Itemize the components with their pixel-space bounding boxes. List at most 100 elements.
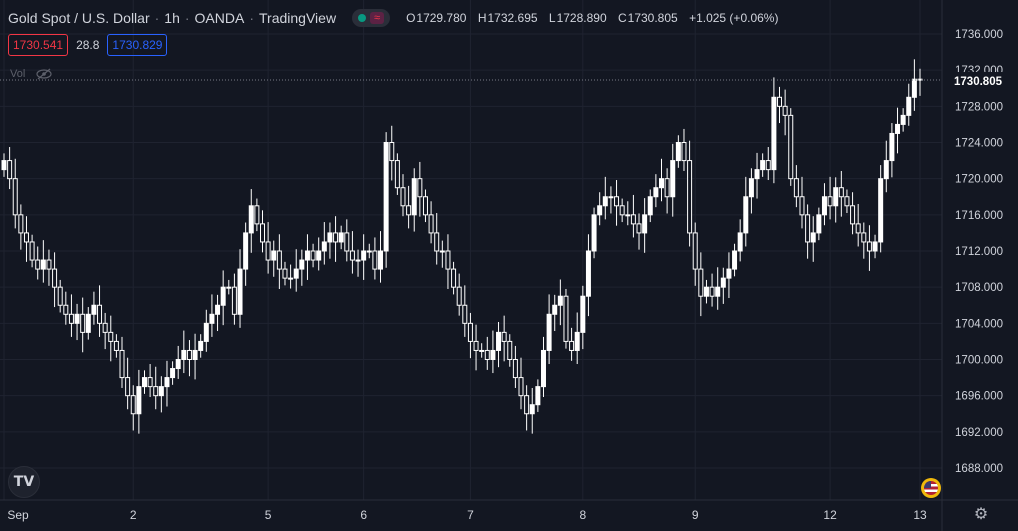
candle-body[interactable] — [198, 340, 204, 351]
candle-body[interactable] — [327, 232, 333, 243]
candle-body[interactable] — [85, 313, 91, 333]
candle-body[interactable] — [777, 96, 783, 107]
candle-body[interactable] — [737, 232, 743, 252]
candle-body[interactable] — [451, 268, 457, 288]
candle-body[interactable] — [411, 178, 417, 216]
candle-body[interactable] — [130, 395, 136, 415]
candle-body[interactable] — [406, 205, 412, 216]
candle-body[interactable] — [355, 259, 361, 262]
candle-body[interactable] — [74, 313, 80, 324]
candle-body[interactable] — [338, 232, 344, 243]
candle-body[interactable] — [147, 377, 153, 388]
candle-body[interactable] — [771, 96, 777, 171]
candle-body[interactable] — [344, 232, 350, 252]
candle-body[interactable] — [681, 142, 687, 162]
candle-body[interactable] — [349, 250, 355, 261]
candle-body[interactable] — [125, 377, 131, 397]
candle-body[interactable] — [97, 304, 103, 324]
candle-body[interactable] — [614, 196, 620, 207]
candle-body[interactable] — [793, 178, 799, 198]
candle-body[interactable] — [12, 178, 18, 216]
candle-body[interactable] — [591, 214, 597, 252]
candle-body[interactable] — [400, 187, 406, 207]
candle-body[interactable] — [170, 368, 176, 379]
candle-body[interactable] — [102, 322, 108, 333]
candle-body[interactable] — [136, 386, 142, 415]
candle-body[interactable] — [282, 268, 288, 279]
candle-body[interactable] — [226, 286, 232, 289]
candle-body[interactable] — [906, 96, 912, 116]
candle-body[interactable] — [119, 349, 125, 379]
candle-body[interactable] — [23, 232, 29, 243]
candle-body[interactable] — [462, 304, 468, 324]
candle-body[interactable] — [304, 250, 310, 261]
candle-body[interactable] — [52, 268, 58, 288]
candle-body[interactable] — [299, 259, 305, 270]
candle-body[interactable] — [271, 250, 277, 261]
buy-button[interactable]: 1730.829 — [107, 34, 168, 56]
candle-body[interactable] — [715, 286, 721, 297]
candle-body[interactable] — [46, 259, 52, 270]
candle-body[interactable] — [484, 349, 490, 361]
candle-body[interactable] — [63, 304, 69, 315]
candle-body[interactable] — [29, 241, 35, 261]
candle-body[interactable] — [417, 178, 423, 198]
candle-body[interactable] — [658, 178, 664, 189]
candle-body[interactable] — [861, 232, 867, 243]
candle-body[interactable] — [569, 340, 575, 351]
market-status-toggle[interactable]: ≈ — [352, 9, 391, 27]
candle-body[interactable] — [18, 214, 24, 234]
candle-body[interactable] — [378, 250, 384, 270]
candle-body[interactable] — [164, 377, 170, 388]
candle-body[interactable] — [911, 78, 917, 98]
candle-body[interactable] — [726, 268, 732, 279]
candle-body[interactable] — [372, 250, 378, 270]
candle-body[interactable] — [293, 268, 299, 279]
candle-body[interactable] — [743, 196, 749, 234]
candle-body[interactable] — [428, 214, 434, 234]
candle-body[interactable] — [580, 295, 586, 333]
candlestick-series[interactable] — [1, 59, 923, 434]
candle-body[interactable] — [7, 160, 13, 180]
candle-body[interactable] — [563, 295, 569, 342]
candle-body[interactable] — [782, 105, 788, 116]
candle-body[interactable] — [490, 349, 496, 361]
candle-body[interactable] — [434, 232, 440, 252]
candle-body[interactable] — [838, 187, 844, 198]
candle-body[interactable] — [288, 277, 294, 280]
time-axis[interactable]: Sep 2 5 6 7 8 9 12 13 — [7, 508, 927, 522]
candle-body[interactable] — [310, 250, 316, 261]
settings-gear-icon[interactable]: ⚙ — [973, 506, 989, 523]
candle-body[interactable] — [698, 268, 704, 297]
candle-body[interactable] — [866, 241, 872, 252]
candle-body[interactable] — [361, 250, 367, 261]
candle-body[interactable] — [248, 205, 254, 234]
candle-body[interactable] — [439, 250, 445, 253]
candle-body[interactable] — [900, 114, 906, 125]
candle-body[interactable] — [844, 196, 850, 207]
candle-body[interactable] — [557, 295, 563, 306]
candle-body[interactable] — [872, 241, 878, 252]
candle-body[interactable] — [585, 250, 591, 297]
candle-body[interactable] — [732, 250, 738, 270]
candle-body[interactable] — [220, 286, 226, 306]
candle-body[interactable] — [445, 250, 451, 270]
candle-body[interactable] — [827, 196, 833, 207]
eye-hidden-icon[interactable] — [35, 68, 53, 80]
candle-body[interactable] — [788, 114, 794, 180]
candle-body[interactable] — [316, 250, 322, 261]
candle-body[interactable] — [850, 205, 856, 225]
candle-body[interactable] — [40, 259, 46, 270]
candle-body[interactable] — [389, 142, 395, 162]
candle-body[interactable] — [540, 349, 546, 388]
candle-body[interactable] — [878, 178, 884, 243]
candle-body[interactable] — [675, 142, 681, 162]
candle-body[interactable] — [518, 377, 524, 397]
candle-body[interactable] — [512, 359, 518, 379]
candle-body[interactable] — [276, 250, 282, 270]
candle-body[interactable] — [181, 349, 187, 361]
candle-body[interactable] — [333, 232, 339, 243]
candle-body[interactable] — [546, 313, 552, 351]
candle-body[interactable] — [479, 349, 485, 352]
